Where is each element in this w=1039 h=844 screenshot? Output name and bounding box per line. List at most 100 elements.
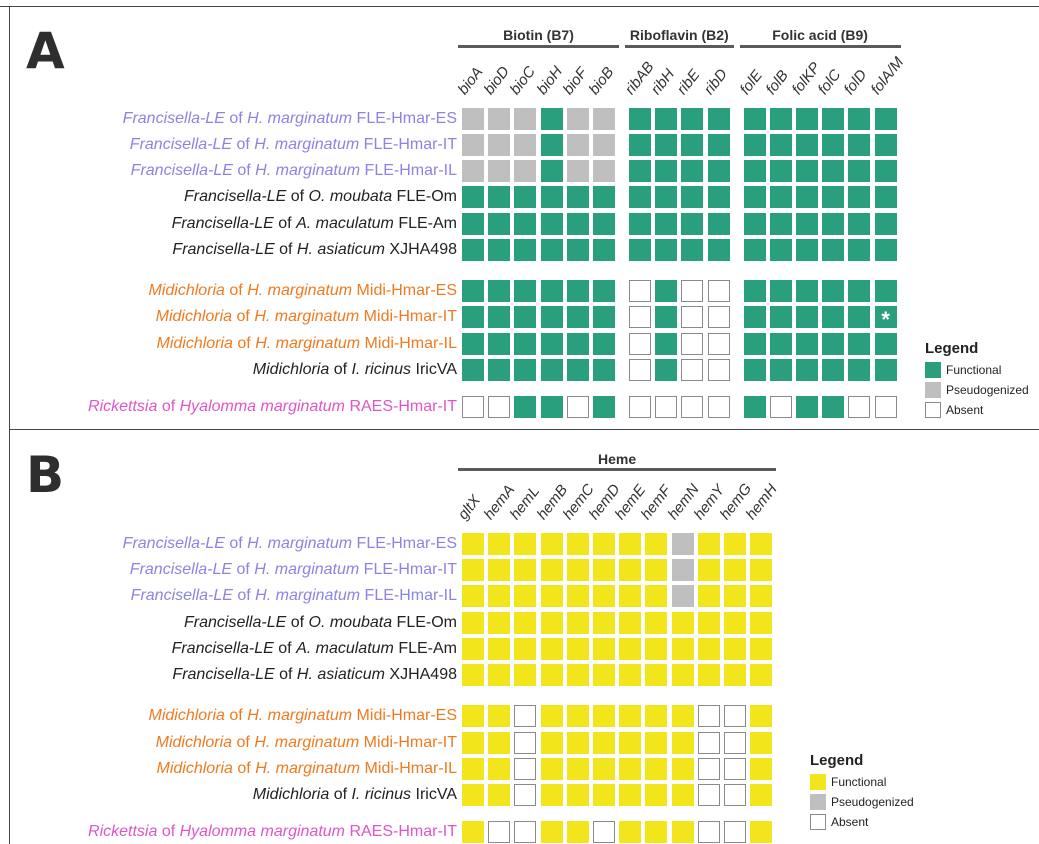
cell-functional — [681, 239, 703, 261]
row-label-host: H. marginatum — [254, 136, 359, 153]
cell-functional — [541, 638, 563, 660]
row-label-of: of — [275, 666, 297, 683]
cell-absent — [514, 732, 536, 754]
cell-functional — [796, 280, 818, 302]
panel-a-row-label: Midichloria of H. marginatum Midi-Hmar-I… — [156, 307, 457, 327]
cell-functional — [645, 638, 667, 660]
cell-functional — [645, 612, 667, 634]
row-label-genus: Rickettsia — [88, 398, 157, 415]
cell-functional — [848, 306, 870, 328]
legend-label-functional: Functional — [946, 362, 1001, 378]
cell-absent — [514, 821, 536, 843]
gene-label: gltX — [455, 493, 484, 523]
cell-absent — [875, 396, 897, 418]
cell-functional — [488, 559, 510, 581]
row-label-of: of — [232, 136, 254, 153]
row-label-of: of — [286, 188, 308, 205]
cell-functional — [655, 280, 677, 302]
cell-functional — [875, 108, 897, 130]
row-label-genus: Midichloria — [253, 361, 329, 378]
cell-functional — [655, 134, 677, 156]
panel-a-row-label: Midichloria of H. marginatum Midi-Hmar-I… — [156, 334, 457, 354]
cell-functional — [655, 306, 677, 328]
legend-label-absent: Absent — [831, 814, 868, 830]
cell-functional — [770, 186, 792, 208]
cell-functional — [672, 784, 694, 806]
cell-functional — [655, 160, 677, 182]
legend-swatch-functional — [925, 362, 941, 378]
cell-absent — [708, 396, 730, 418]
panel-b-row-label: Midichloria of H. marginatum Midi-Hmar-E… — [148, 706, 457, 726]
row-label-of: of — [232, 734, 254, 751]
row-label-strain: Midi-Hmar-ES — [352, 707, 457, 724]
group-title: Biotin (B7) — [454, 27, 623, 43]
cell-functional — [796, 134, 818, 156]
cell-functional — [629, 160, 651, 182]
cell-functional — [541, 758, 563, 780]
cell-absent — [681, 306, 703, 328]
legend-title: Legend — [925, 340, 978, 357]
cell-pseudogenized — [593, 108, 615, 130]
cell-functional — [541, 186, 563, 208]
cell-functional — [541, 280, 563, 302]
cell-functional — [567, 533, 589, 555]
cell-functional — [629, 239, 651, 261]
cell-functional — [848, 213, 870, 235]
cell-functional — [488, 784, 510, 806]
cell-pseudogenized — [672, 559, 694, 581]
cell-functional — [567, 732, 589, 754]
row-label-host: H. marginatum — [255, 162, 360, 179]
cell-functional — [514, 612, 536, 634]
gene-label: folD — [842, 67, 871, 98]
cell-functional — [770, 160, 792, 182]
cell-functional — [875, 134, 897, 156]
cell-functional — [619, 612, 641, 634]
cell-functional — [567, 585, 589, 607]
row-label-strain: Midi-Hmar-IL — [360, 760, 457, 777]
row-label-of: of — [225, 535, 247, 552]
row-label-genus: Francisella-LE — [123, 110, 225, 127]
cell-functional — [724, 585, 746, 607]
row-label-strain: FLE-Om — [392, 614, 457, 631]
cell-functional — [567, 559, 589, 581]
row-label-host: A. maculatum — [296, 640, 394, 657]
cell-functional — [541, 213, 563, 235]
cell-functional — [750, 758, 772, 780]
cell-functional — [645, 758, 667, 780]
cell-functional — [462, 784, 484, 806]
row-label-of: of — [233, 162, 255, 179]
cell-pseudogenized — [488, 108, 510, 130]
cell-functional — [593, 638, 615, 660]
cell-functional — [724, 612, 746, 634]
row-label-genus: Francisella-LE — [123, 535, 225, 552]
cell-functional — [744, 239, 766, 261]
cell-functional — [770, 306, 792, 328]
cell-absent — [514, 758, 536, 780]
cell-functional — [750, 559, 772, 581]
cell-functional — [744, 359, 766, 381]
panel-a-row-label: Francisella-LE of O. moubata FLE-Om — [184, 187, 457, 207]
cell-functional — [567, 213, 589, 235]
row-label-genus: Midichloria — [156, 760, 232, 777]
row-label-of: of — [233, 587, 255, 604]
cell-functional — [514, 280, 536, 302]
cell-functional — [744, 160, 766, 182]
row-label-of: of — [233, 335, 255, 352]
gene-label: folE — [737, 68, 766, 98]
cell-functional — [541, 359, 563, 381]
row-label-host: H. asiaticum — [297, 241, 385, 258]
cell-functional — [593, 396, 615, 418]
cell-absent — [698, 758, 720, 780]
row-label-host: H. marginatum — [247, 707, 352, 724]
cell-functional — [629, 134, 651, 156]
cell-functional — [744, 306, 766, 328]
cell-functional — [567, 359, 589, 381]
legend-title: Legend — [810, 752, 863, 769]
cell-absent — [724, 705, 746, 727]
row-label-genus: Francisella-LE — [172, 241, 274, 258]
cell-functional — [593, 359, 615, 381]
cell-functional — [698, 664, 720, 686]
cell-functional — [541, 612, 563, 634]
cell-functional — [488, 758, 510, 780]
